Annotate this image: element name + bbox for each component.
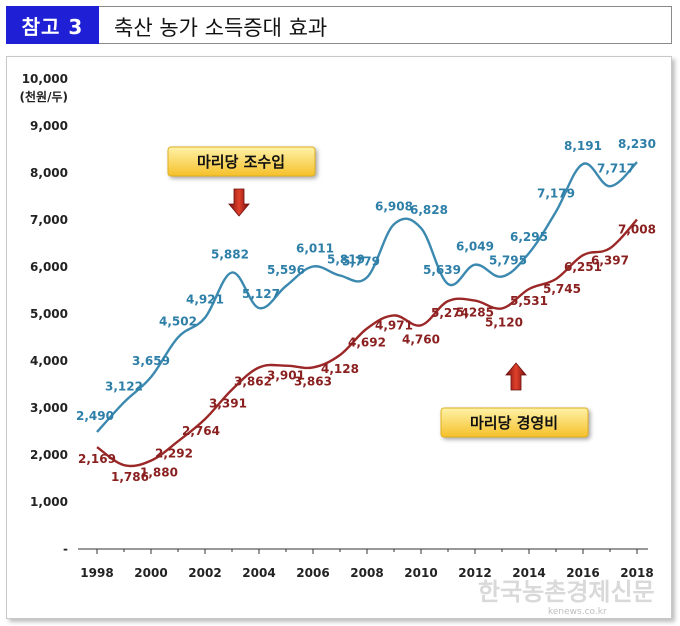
revenue-data-label: 5,639	[423, 263, 461, 277]
series-line-cost	[96, 218, 638, 468]
y-tick-label: 3,000	[30, 401, 68, 415]
revenue-callout-text: 마리당 조수입	[197, 153, 285, 171]
revenue-data-label: 6,908	[375, 199, 413, 213]
cost-callout-box	[440, 407, 589, 438]
y-tick-label: 4,000	[30, 354, 68, 368]
cost-data-label: 2,169	[78, 452, 116, 466]
revenue-data-label: 5,596	[267, 263, 305, 277]
x-tick-label: 2008	[350, 566, 383, 580]
chart-panel	[6, 56, 672, 619]
revenue-data-label: 5,127	[242, 287, 280, 301]
cost-data-label: 6,251	[564, 260, 602, 274]
revenue-data-label: 8,230	[618, 137, 656, 151]
page-title: 축산 농가 소득증대 효과	[114, 16, 328, 40]
cost-data-label: 7,008	[618, 223, 656, 237]
cost-data-label: 3,863	[294, 374, 332, 388]
x-tick-label: 2004	[242, 566, 275, 580]
reference-badge: 참고 3	[6, 6, 99, 44]
revenue-data-label: 4,921	[186, 293, 224, 307]
cost-data-label: 2,292	[155, 446, 193, 460]
x-tick-label: 2000	[134, 566, 167, 580]
y-tick-label: 8,000	[30, 166, 68, 180]
x-tick-label: 2010	[404, 566, 437, 580]
revenue-callout-box	[167, 146, 316, 177]
y-tick-label: 5,000	[30, 307, 68, 321]
revenue-data-label: 6,828	[410, 203, 448, 217]
cost-data-label: 5,274	[431, 306, 469, 320]
revenue-data-label: 5,882	[211, 248, 249, 262]
cost-data-label: 3,391	[209, 397, 247, 411]
down-arrow-icon	[228, 188, 250, 217]
cost-data-label: 1,786	[111, 470, 149, 484]
revenue-data-label: 6,049	[456, 240, 494, 254]
revenue-data-label: 7,717	[597, 161, 635, 175]
cost-data-label: 5,745	[543, 282, 581, 296]
cost-data-label: 3,862	[234, 374, 272, 388]
watermark-text: 한국농촌경제신문	[478, 578, 655, 606]
revenue-data-label: 4,502	[159, 314, 197, 328]
title-bar	[6, 6, 672, 44]
y-tick-label: -	[63, 542, 68, 556]
cost-data-label: 4,128	[321, 362, 359, 376]
revenue-data-label: 3,659	[132, 354, 170, 368]
watermark-url: kenews.co.kr	[548, 607, 607, 617]
x-tick-label: 2012	[458, 566, 491, 580]
revenue-data-label: 5,795	[489, 254, 527, 268]
cost-data-label: 4,971	[375, 318, 413, 332]
cost-data-label: 5,285	[456, 306, 494, 320]
y-tick-label: 1,000	[30, 495, 68, 509]
x-tick-label: 2002	[188, 566, 221, 580]
cost-callout-text: 마리당 경영비	[470, 414, 558, 432]
up-arrow-icon	[505, 362, 527, 391]
revenue-data-label: 5,779	[342, 254, 380, 268]
cost-data-label: 2,764	[182, 424, 220, 438]
x-tick-label: 2014	[512, 566, 545, 580]
x-tick-label: 2018	[620, 566, 653, 580]
revenue-data-label: 7,179	[537, 187, 575, 201]
x-tick-label: 1998	[80, 566, 113, 580]
cost-data-label: 4,760	[402, 332, 440, 346]
y-tick-label: 10,000	[22, 72, 68, 86]
revenue-data-label: 8,191	[564, 139, 602, 153]
x-tick-label: 2016	[566, 566, 599, 580]
x-tick-label: 2006	[296, 566, 329, 580]
y-unit-label: (천원/두)	[20, 89, 68, 104]
cost-data-label: 5,531	[510, 294, 548, 308]
revenue-data-label: 5,819	[327, 253, 365, 267]
cost-data-label: 1,880	[140, 466, 178, 480]
revenue-data-label: 6,295	[510, 230, 548, 244]
cost-data-label: 3,901	[267, 369, 305, 383]
y-tick-label: 2,000	[30, 448, 68, 462]
revenue-data-label: 3,122	[105, 379, 143, 393]
revenue-data-label: 2,490	[76, 409, 114, 423]
cost-data-label: 6,397	[591, 253, 629, 267]
revenue-data-label: 6,011	[296, 241, 334, 255]
cost-data-label: 5,120	[485, 315, 523, 329]
y-tick-label: 7,000	[30, 213, 68, 227]
series-line-revenue	[96, 161, 638, 433]
y-tick-label: 9,000	[30, 119, 68, 133]
y-tick-label: 6,000	[30, 260, 68, 274]
cost-data-label: 4,692	[348, 335, 386, 349]
